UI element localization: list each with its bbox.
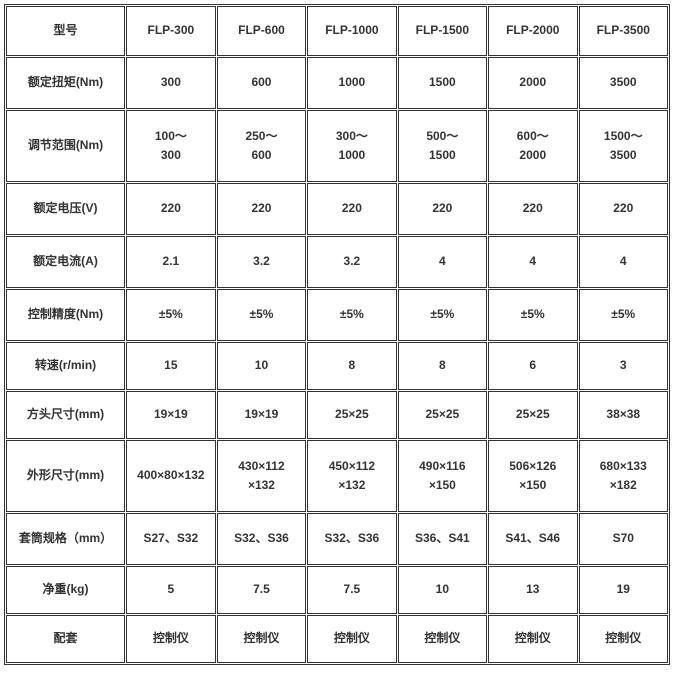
table-cell: 控制仪 xyxy=(488,615,577,663)
table-cell: 25×25 xyxy=(307,391,396,439)
table-cell: S27、S32 xyxy=(126,513,216,565)
table-cell: 控制仪 xyxy=(126,615,216,663)
table-cell: 13 xyxy=(488,566,577,614)
table-cell: 控制仪 xyxy=(217,615,306,663)
table-cell: 3.2 xyxy=(217,236,306,288)
table-cell: 4 xyxy=(579,236,669,288)
header-label: 型号 xyxy=(6,6,125,56)
table-cell: 19×19 xyxy=(217,391,306,439)
table-cell: 220 xyxy=(579,183,669,235)
row-label: 额定电流(A) xyxy=(6,236,125,288)
table-cell: 600～2000 xyxy=(488,110,577,182)
table-cell: 506×126×150 xyxy=(488,440,577,512)
header-model: FLP-2000 xyxy=(488,6,577,56)
row-label: 套筒规格（mm） xyxy=(6,513,125,565)
table-cell: 10 xyxy=(217,342,306,390)
header-model: FLP-600 xyxy=(217,6,306,56)
table-cell: 300～1000 xyxy=(307,110,396,182)
row-label: 转速(r/min) xyxy=(6,342,125,390)
table-cell: 3500 xyxy=(579,57,669,109)
header-model: FLP-300 xyxy=(126,6,216,56)
table-cell: 2.1 xyxy=(126,236,216,288)
table-cell: S70 xyxy=(579,513,669,565)
table-cell: 500～1500 xyxy=(398,110,487,182)
table-cell: 3 xyxy=(579,342,669,390)
row-label: 调节范围(Nm) xyxy=(6,110,125,182)
table-cell: 4 xyxy=(398,236,487,288)
table-cell: ±5% xyxy=(307,289,396,341)
table-cell: ±5% xyxy=(579,289,669,341)
table-cell: 6 xyxy=(488,342,577,390)
table-cell: 3.2 xyxy=(307,236,396,288)
table-cell: ±5% xyxy=(217,289,306,341)
table-cell: ±5% xyxy=(398,289,487,341)
table-cell: 38×38 xyxy=(579,391,669,439)
table-cell: 10 xyxy=(398,566,487,614)
table-cell: ±5% xyxy=(488,289,577,341)
table-cell: 220 xyxy=(217,183,306,235)
table-cell: 1500 xyxy=(398,57,487,109)
row-label: 方头尺寸(mm) xyxy=(6,391,125,439)
table-cell: 7.5 xyxy=(307,566,396,614)
table-cell: 250～600 xyxy=(217,110,306,182)
table-cell: 220 xyxy=(488,183,577,235)
table-cell: 控制仪 xyxy=(579,615,669,663)
table-cell: 19×19 xyxy=(126,391,216,439)
header-model: FLP-3500 xyxy=(579,6,669,56)
table-cell: 5 xyxy=(126,566,216,614)
table-cell: S41、S46 xyxy=(488,513,577,565)
table-cell: 220 xyxy=(307,183,396,235)
header-model: FLP-1500 xyxy=(398,6,487,56)
header-model: FLP-1000 xyxy=(307,6,396,56)
table-cell: 1500～3500 xyxy=(579,110,669,182)
table-cell: 19 xyxy=(579,566,669,614)
table-cell: 8 xyxy=(307,342,396,390)
table-cell: 400×80×132 xyxy=(126,440,216,512)
table-cell: 15 xyxy=(126,342,216,390)
table-cell: 25×25 xyxy=(398,391,487,439)
table-cell: 控制仪 xyxy=(307,615,396,663)
table-cell: 430×112×132 xyxy=(217,440,306,512)
row-label: 额定扭矩(Nm) xyxy=(6,57,125,109)
table-cell: 220 xyxy=(126,183,216,235)
table-cell: 100～300 xyxy=(126,110,216,182)
table-cell: 25×25 xyxy=(488,391,577,439)
table-cell: S32、S36 xyxy=(217,513,306,565)
table-cell: S32、S36 xyxy=(307,513,396,565)
spec-table: 型号FLP-300FLP-600FLP-1000FLP-1500FLP-2000… xyxy=(4,4,670,665)
row-label: 额定电压(V) xyxy=(6,183,125,235)
table-cell: 1000 xyxy=(307,57,396,109)
table-cell: 600 xyxy=(217,57,306,109)
table-cell: 680×133×182 xyxy=(579,440,669,512)
table-cell: S36、S41 xyxy=(398,513,487,565)
table-cell: 300 xyxy=(126,57,216,109)
table-cell: 控制仪 xyxy=(398,615,487,663)
table-cell: 220 xyxy=(398,183,487,235)
table-cell: 7.5 xyxy=(217,566,306,614)
table-cell: 2000 xyxy=(488,57,577,109)
table-cell: 450×112×132 xyxy=(307,440,396,512)
table-cell: 490×116×150 xyxy=(398,440,487,512)
table-cell: 4 xyxy=(488,236,577,288)
row-label: 净重(kg) xyxy=(6,566,125,614)
table-cell: 8 xyxy=(398,342,487,390)
table-cell: ±5% xyxy=(126,289,216,341)
row-label: 外形尺寸(mm) xyxy=(6,440,125,512)
row-label: 控制精度(Nm) xyxy=(6,289,125,341)
row-label: 配套 xyxy=(6,615,125,663)
